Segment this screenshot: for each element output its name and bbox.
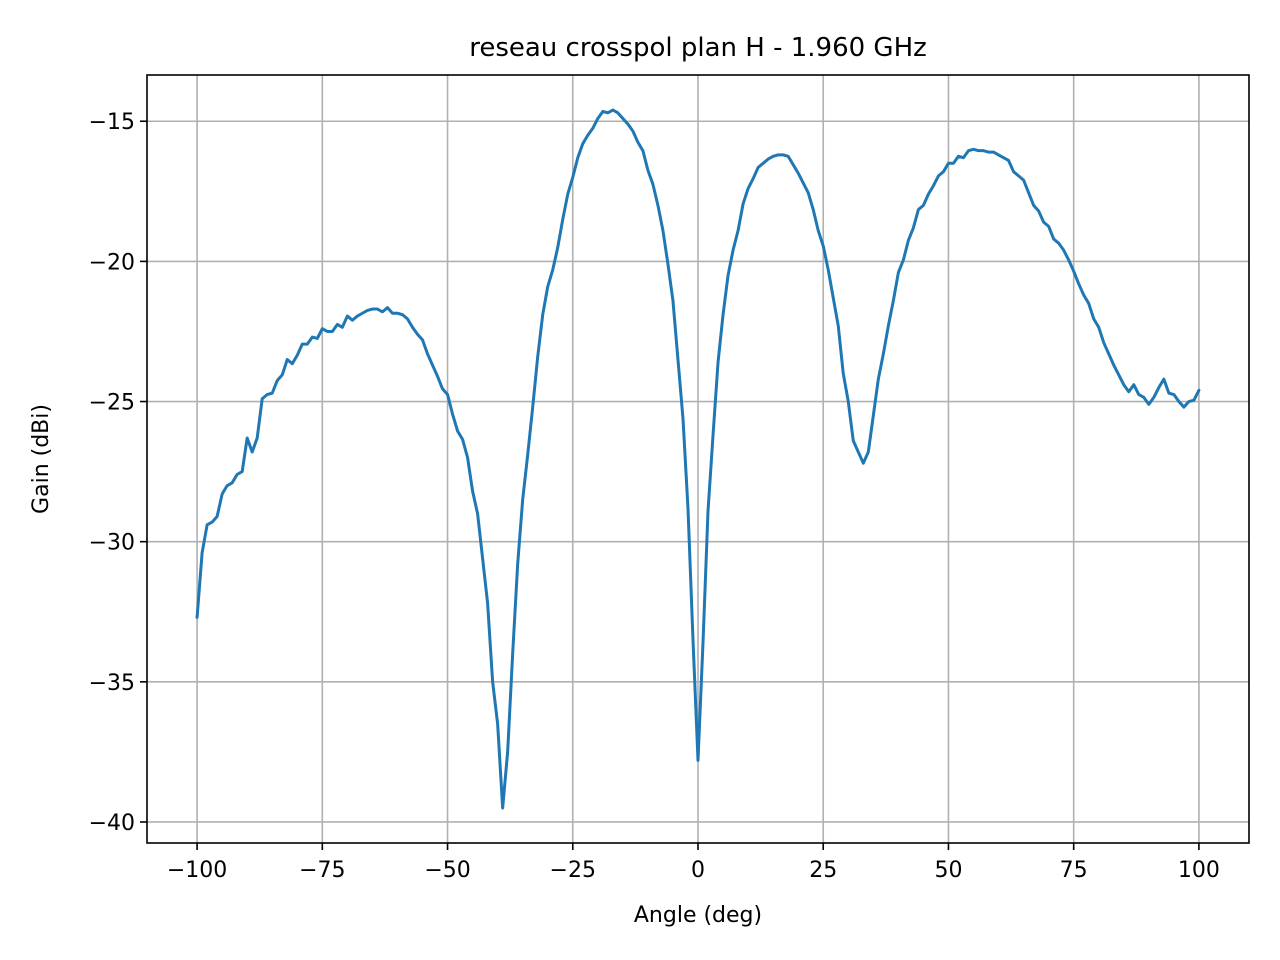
x-tick-label: −75 (299, 858, 345, 883)
x-tick-label: −50 (424, 858, 470, 883)
axis-ticks: −100 −75 −50 −25 0 25 50 75 100 −15 −20 −25 −30 −35 −4… (89, 110, 1220, 883)
y-tick-label: −35 (89, 671, 135, 696)
x-tick-label: 75 (1060, 858, 1088, 883)
grid-lines (147, 75, 1249, 843)
y-tick-label: −25 (89, 391, 135, 416)
x-tick-label: 25 (809, 858, 837, 883)
x-axis-label: Angle (deg) (634, 903, 762, 928)
x-tick-label: 100 (1178, 858, 1220, 883)
y-tick-label: −40 (89, 811, 135, 836)
y-tick-label: −30 (89, 531, 135, 556)
chart-title: reseau crosspol plan H - 1.960 GHz (469, 33, 927, 63)
y-tick-label: −15 (89, 110, 135, 135)
y-tick-label: −20 (89, 250, 135, 275)
x-tick-label: 50 (934, 858, 962, 883)
series-line (195, 108, 1201, 810)
series-layer (195, 108, 1201, 810)
y-axis-label: Gain (dBi) (29, 404, 54, 514)
x-tick-label: 0 (691, 858, 705, 883)
x-tick-label: −25 (550, 858, 596, 883)
x-tick-label: −100 (167, 858, 227, 883)
